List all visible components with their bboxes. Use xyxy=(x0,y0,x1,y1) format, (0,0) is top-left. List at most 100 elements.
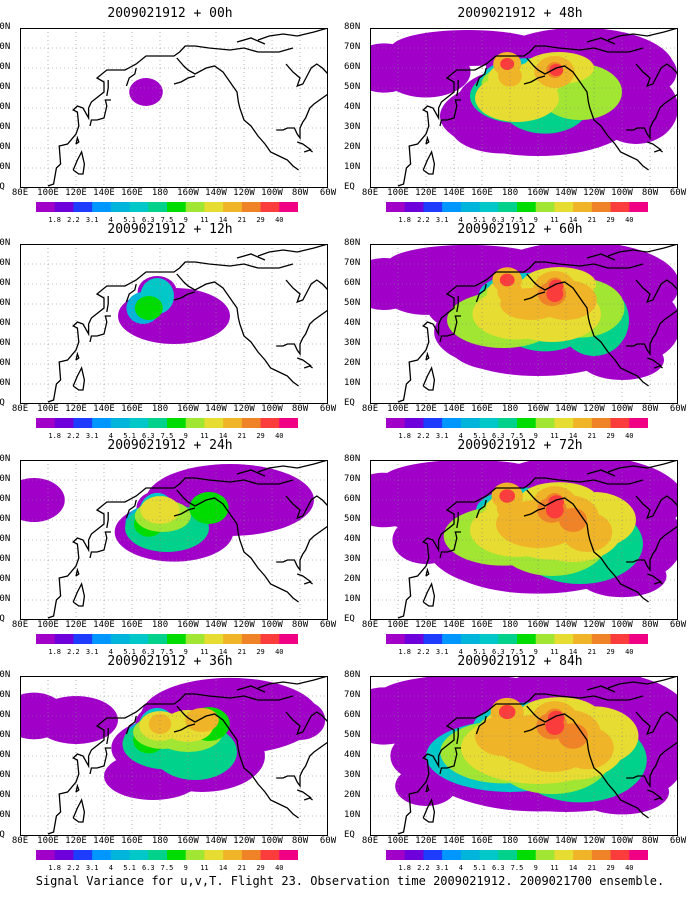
variance-map xyxy=(20,28,328,188)
colorbar-swatch xyxy=(204,202,224,212)
colorbar-swatch xyxy=(498,418,518,428)
colorbar-label: 4 xyxy=(458,216,463,224)
coastline xyxy=(72,366,86,391)
colorbar-label: 29 xyxy=(606,648,615,656)
colorbar-swatch xyxy=(54,634,74,644)
coastline xyxy=(303,365,313,369)
map-panel: 2009021912 + 60h 80E 100E 120E 140E 160E 180 16… xyxy=(344,222,690,440)
colorbar-label: 5.1 xyxy=(473,864,486,872)
coastline xyxy=(607,28,678,41)
colorbar-label: 9 xyxy=(183,216,188,224)
lat-tick-label: 50N xyxy=(0,730,11,740)
colorbar-label: 3.1 xyxy=(435,648,449,656)
lat-tick-label: 60N xyxy=(344,62,361,72)
colorbar-swatch xyxy=(129,418,149,428)
coastline xyxy=(125,499,137,519)
colorbar-label: 7.5 xyxy=(510,216,524,224)
colorbar-swatch xyxy=(442,634,462,644)
lon-tick-label: 120E xyxy=(415,188,437,198)
colorbar-swatch xyxy=(517,202,537,212)
colorbar-label: 9 xyxy=(533,864,538,872)
coastline xyxy=(456,80,459,97)
colorbar-label: 14 xyxy=(218,216,228,224)
colorbar-swatch xyxy=(554,634,574,644)
map-panel: 2009021912 + 84h 80E 100E 120E 140E 160E 180 16… xyxy=(344,654,690,872)
colorbar-label: 7.5 xyxy=(510,648,524,656)
coastline xyxy=(422,366,436,391)
lon-tick-label: 120W xyxy=(233,188,255,198)
colorbar-label: 9 xyxy=(183,864,188,872)
lon-tick-label: 80E xyxy=(361,836,379,846)
lat-tick-label: 20N xyxy=(344,358,361,368)
lon-tick-label: 100E xyxy=(387,620,409,630)
colorbar-swatch xyxy=(36,202,56,212)
colorbar-label: 1.8 xyxy=(48,864,62,872)
coastline xyxy=(75,135,80,145)
lat-tick-label: 10N xyxy=(0,594,11,604)
coastline xyxy=(439,531,461,559)
coastline xyxy=(397,45,644,187)
coastline xyxy=(296,789,312,799)
colorbar-label: 4 xyxy=(108,648,113,656)
lat-tick-label: 60N xyxy=(344,278,361,288)
lon-tick-label: 100E xyxy=(37,404,59,414)
colorbar-label: 9 xyxy=(183,648,188,656)
coastline xyxy=(646,789,662,799)
colorbar-swatch xyxy=(92,850,112,860)
colorbar-swatch xyxy=(479,850,499,860)
lon-tick-label: 180 xyxy=(151,836,169,846)
lat-tick-label: 10N xyxy=(0,162,11,172)
colorbar-label: 3.1 xyxy=(435,864,449,872)
colorbar-swatch xyxy=(610,850,630,860)
lon-tick-label: 180 xyxy=(501,620,519,630)
coastline xyxy=(176,705,299,819)
lat-tick-label: 40N xyxy=(0,102,11,112)
lat-tick-label: 30N xyxy=(344,770,361,780)
lat-tick-label: 80N xyxy=(344,22,361,32)
map-frame xyxy=(20,28,328,188)
coastline xyxy=(125,67,137,87)
map-panel: 2009021912 + 48h 80E 100E 120E 140E 160E 180 16… xyxy=(344,6,690,224)
coastline xyxy=(456,296,459,313)
colorbar-swatch xyxy=(167,850,187,860)
panel-title: 2009021912 + 72h xyxy=(457,438,583,453)
lat-tick-label: 70N xyxy=(344,474,361,484)
colorbar-swatch xyxy=(92,418,112,428)
lon-tick-label: 120E xyxy=(415,836,437,846)
lon-tick-label: 60W xyxy=(319,188,337,198)
coastline xyxy=(635,711,678,736)
colorbar-label: 11 xyxy=(550,864,559,872)
lat-tick-label: 70N xyxy=(0,474,11,484)
colorbar-swatch xyxy=(479,418,499,428)
lat-tick-label: 80N xyxy=(0,670,11,680)
lat-tick-label: 60N xyxy=(0,278,11,288)
lon-tick-label: 140W xyxy=(205,836,227,846)
colorbar-swatch xyxy=(241,850,262,860)
colorbar-swatch xyxy=(442,202,462,212)
coastline xyxy=(176,489,299,603)
lon-tick-label: 80W xyxy=(641,836,659,846)
variance-map xyxy=(370,244,678,404)
lon-tick-label: 180 xyxy=(501,836,519,846)
lon-tick-label: 120E xyxy=(415,404,437,414)
coastline xyxy=(236,469,266,477)
colorbar-label: 9 xyxy=(533,432,538,440)
coastline xyxy=(257,244,328,257)
colorbar-swatch xyxy=(279,418,298,428)
lon-tick-label: 140W xyxy=(555,620,577,630)
lon-tick-label: 140W xyxy=(555,836,577,846)
variance-contour xyxy=(129,78,163,106)
colorbar-swatch xyxy=(554,850,574,860)
colorbar-swatch xyxy=(573,850,593,860)
coastline xyxy=(523,723,546,733)
colorbar-swatch xyxy=(629,418,648,428)
coastline xyxy=(303,581,313,585)
colorbar-label: 21 xyxy=(587,432,597,440)
lon-tick-label: 120W xyxy=(233,404,255,414)
colorbar-label: 6.3 xyxy=(491,864,505,872)
colorbar-label: 7.5 xyxy=(510,432,524,440)
coastline xyxy=(276,93,328,141)
lon-tick-label: 100E xyxy=(387,836,409,846)
colorbar-swatch xyxy=(260,850,280,860)
colorbar-swatch xyxy=(73,418,93,428)
